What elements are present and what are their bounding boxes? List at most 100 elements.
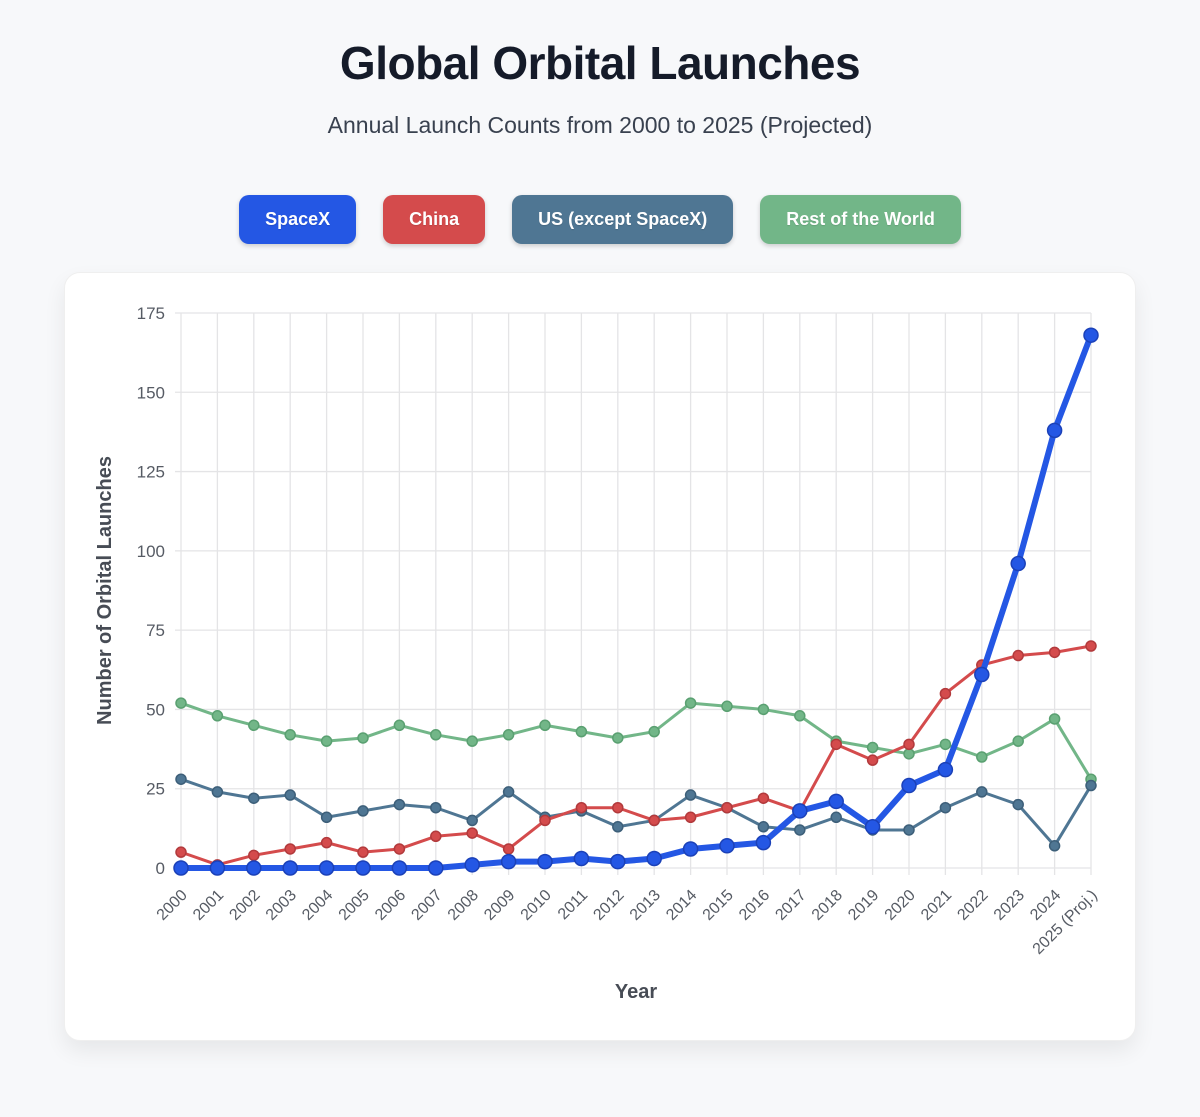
data-point[interactable]	[502, 786, 515, 798]
data-point[interactable]	[976, 786, 988, 798]
data-point[interactable]	[721, 801, 733, 814]
data-point[interactable]	[357, 846, 369, 858]
data-point[interactable]	[1085, 779, 1097, 792]
data-point[interactable]	[939, 801, 952, 814]
data-point[interactable]	[500, 853, 517, 870]
data-point[interactable]	[974, 666, 990, 683]
data-point[interactable]	[430, 729, 442, 741]
data-point[interactable]	[393, 798, 406, 811]
data-point[interactable]	[175, 697, 187, 709]
data-point[interactable]	[1046, 422, 1063, 439]
data-point[interactable]	[355, 860, 371, 876]
data-point[interactable]	[573, 850, 590, 867]
data-point[interactable]	[757, 792, 770, 804]
data-point[interactable]	[464, 857, 480, 873]
data-point[interactable]	[430, 830, 442, 843]
data-point[interactable]	[1083, 327, 1099, 343]
legend-button-spacex[interactable]: SpaceX	[239, 195, 357, 244]
data-point[interactable]	[794, 824, 806, 836]
data-point[interactable]	[794, 710, 806, 722]
data-point[interactable]	[284, 729, 296, 741]
data-point[interactable]	[282, 860, 298, 876]
data-point[interactable]	[502, 729, 515, 741]
data-point[interactable]	[903, 748, 915, 760]
data-point[interactable]	[248, 719, 260, 732]
data-point[interactable]	[719, 838, 735, 854]
data-point[interactable]	[830, 738, 842, 751]
data-point[interactable]	[1048, 646, 1061, 659]
data-point[interactable]	[248, 792, 260, 804]
data-point[interactable]	[903, 738, 915, 751]
data-point[interactable]	[646, 850, 662, 867]
data-point[interactable]	[648, 725, 660, 738]
data-point[interactable]	[466, 814, 478, 827]
data-point[interactable]	[175, 846, 187, 858]
data-point[interactable]	[939, 687, 952, 700]
data-point[interactable]	[684, 697, 697, 709]
data-point[interactable]	[1085, 640, 1097, 652]
data-point[interactable]	[684, 789, 697, 801]
data-point[interactable]	[610, 853, 626, 870]
data-point[interactable]	[864, 819, 881, 835]
data-point[interactable]	[1048, 840, 1061, 852]
data-point[interactable]	[393, 719, 406, 732]
data-point[interactable]	[612, 821, 624, 833]
data-point[interactable]	[209, 860, 226, 876]
data-point[interactable]	[391, 860, 408, 876]
data-point[interactable]	[539, 719, 551, 732]
data-point[interactable]	[682, 841, 699, 857]
data-point[interactable]	[937, 761, 954, 778]
data-point[interactable]	[939, 738, 952, 751]
data-point[interactable]	[721, 700, 733, 713]
data-point[interactable]	[175, 773, 187, 785]
data-point[interactable]	[428, 860, 444, 876]
data-point[interactable]	[1048, 713, 1061, 725]
data-point[interactable]	[866, 741, 879, 754]
data-point[interactable]	[211, 786, 224, 798]
data-point[interactable]	[430, 801, 442, 814]
data-point[interactable]	[284, 789, 296, 801]
data-point[interactable]	[211, 710, 224, 722]
data-point[interactable]	[757, 821, 770, 833]
data-point[interactable]	[1012, 649, 1024, 662]
legend-button-us-except-spacex[interactable]: US (except SpaceX)	[512, 195, 734, 244]
data-point[interactable]	[866, 754, 879, 766]
data-point[interactable]	[612, 801, 624, 814]
data-point[interactable]	[828, 793, 844, 810]
data-point[interactable]	[903, 824, 915, 836]
data-point[interactable]	[357, 805, 369, 817]
data-point[interactable]	[1012, 798, 1024, 811]
data-point[interactable]	[575, 801, 588, 814]
data-point[interactable]	[502, 843, 515, 855]
data-point[interactable]	[792, 803, 808, 819]
data-point[interactable]	[648, 814, 660, 827]
legend-button-china[interactable]: China	[383, 195, 486, 244]
data-point[interactable]	[318, 860, 335, 876]
data-point[interactable]	[1012, 735, 1024, 747]
data-point[interactable]	[320, 836, 333, 849]
data-point[interactable]	[393, 843, 406, 855]
data-point[interactable]	[755, 834, 772, 851]
data-point[interactable]	[976, 751, 988, 763]
data-point[interactable]	[575, 725, 588, 738]
data-point[interactable]	[466, 827, 478, 839]
data-point[interactable]	[246, 860, 262, 876]
data-point[interactable]	[830, 811, 842, 824]
data-point[interactable]	[284, 843, 296, 855]
data-point[interactable]	[539, 814, 551, 827]
data-point[interactable]	[248, 849, 260, 862]
data-point[interactable]	[320, 735, 333, 747]
data-point[interactable]	[612, 732, 624, 744]
data-point[interactable]	[537, 853, 553, 870]
data-point[interactable]	[357, 732, 369, 744]
data-point[interactable]	[466, 735, 478, 747]
data-point[interactable]	[757, 703, 770, 716]
data-point[interactable]	[1010, 555, 1026, 572]
data-point[interactable]	[684, 811, 697, 824]
legend-button-rest-of-world[interactable]: Rest of the World	[760, 195, 961, 244]
data-point[interactable]	[901, 777, 917, 794]
data-point[interactable]	[320, 811, 333, 824]
data-point[interactable]	[173, 860, 189, 876]
y-tick-label: 75	[146, 621, 165, 640]
